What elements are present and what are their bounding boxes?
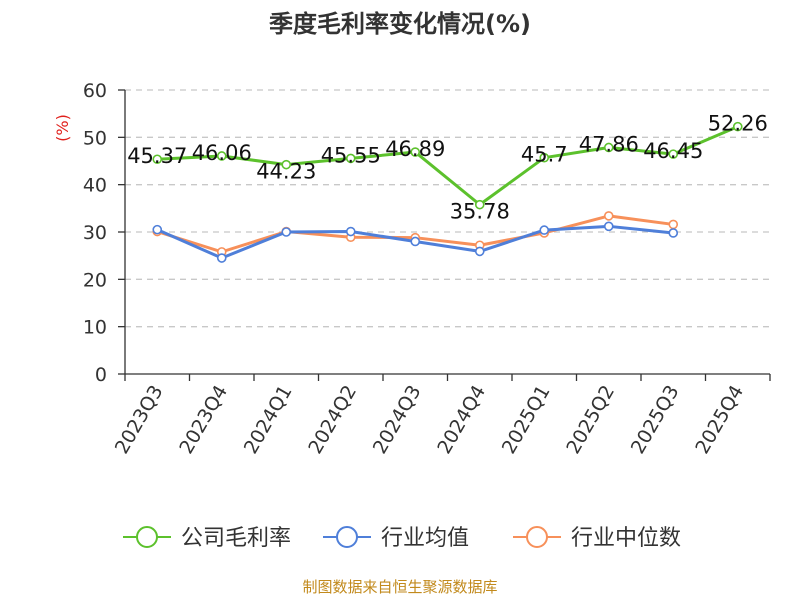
data-point[interactable]	[281, 159, 292, 170]
data-point[interactable]	[410, 236, 421, 247]
data-point[interactable]	[216, 151, 227, 161]
legend-label: 行业中位数	[571, 526, 681, 551]
y-tick-label: 0	[95, 364, 107, 386]
data-label: 52.26	[708, 112, 768, 136]
y-tick-label: 20	[83, 269, 107, 291]
data-point[interactable]	[603, 142, 614, 153]
x-tick-label: 2023Q3	[111, 382, 168, 458]
chart-title: 季度毛利率变化情况(%)	[269, 10, 531, 38]
data-point[interactable]	[603, 211, 614, 221]
data-point[interactable]	[152, 154, 163, 165]
data-point[interactable]	[668, 149, 679, 159]
legend-marker	[336, 526, 358, 548]
data-label: 35.78	[450, 200, 510, 224]
x-tick-label: 2024Q1	[240, 382, 297, 458]
legend-label: 行业均值	[381, 526, 469, 551]
y-tick-label: 40	[83, 175, 107, 197]
data-label: 46.89	[385, 137, 445, 161]
data-point[interactable]	[345, 226, 356, 237]
series-1	[152, 221, 679, 263]
x-tick-label: 2025Q1	[498, 382, 555, 458]
series-0	[152, 121, 743, 210]
data-label: 47.86	[579, 132, 639, 156]
data-point[interactable]	[732, 121, 743, 132]
legend-label: 公司毛利率	[181, 526, 291, 551]
x-tick-label: 2025Q2	[562, 382, 619, 458]
y-tick-label: 60	[83, 80, 107, 102]
data-label: 45.37	[127, 144, 187, 168]
data-point[interactable]	[539, 225, 550, 235]
series-lines	[152, 121, 743, 263]
legend-item-1[interactable]: 行业均值	[323, 526, 469, 551]
series-line	[157, 125, 739, 207]
legend-item-2[interactable]: 行业中位数	[513, 526, 681, 551]
legend-item-0[interactable]: 公司毛利率	[123, 526, 291, 551]
x-tick-label: 2024Q2	[304, 382, 361, 458]
x-tick-label: 2023Q4	[175, 382, 232, 458]
data-point[interactable]	[603, 221, 614, 232]
data-point[interactable]	[539, 152, 550, 163]
data-point[interactable]	[668, 219, 679, 230]
legend[interactable]: 公司毛利率 行业均值 行业中位数	[123, 526, 681, 551]
x-tick-label: 2025Q4	[691, 382, 748, 458]
data-point[interactable]	[410, 147, 421, 157]
legend-marker	[526, 526, 548, 548]
data-label: 44.23	[256, 160, 316, 184]
data-point[interactable]	[345, 153, 356, 164]
data-point[interactable]	[474, 246, 485, 257]
legend-marker	[136, 526, 158, 548]
data-label: 46.06	[192, 141, 252, 165]
gridlines	[125, 89, 770, 328]
y-tick-label: 50	[83, 127, 107, 149]
x-tick-label: 2025Q3	[627, 382, 684, 458]
data-label: 45.7	[521, 143, 568, 167]
data-point[interactable]	[668, 228, 679, 238]
data-label: 45.55	[321, 143, 381, 167]
data-point[interactable]	[216, 253, 227, 263]
x-tick-label: 2024Q4	[433, 382, 490, 458]
data-label: 46.45	[643, 139, 703, 163]
data-point[interactable]	[152, 224, 163, 235]
data-point[interactable]	[474, 199, 485, 210]
series-2	[152, 211, 679, 257]
data-point[interactable]	[281, 227, 292, 237]
source-note: 制图数据来自恒生聚源数据库	[302, 578, 497, 596]
x-tick-label: 2024Q3	[369, 382, 426, 458]
y-tick-label: 10	[83, 317, 107, 339]
y-axis-unit-label: (%)	[53, 114, 72, 142]
y-tick-label: 30	[83, 222, 107, 244]
